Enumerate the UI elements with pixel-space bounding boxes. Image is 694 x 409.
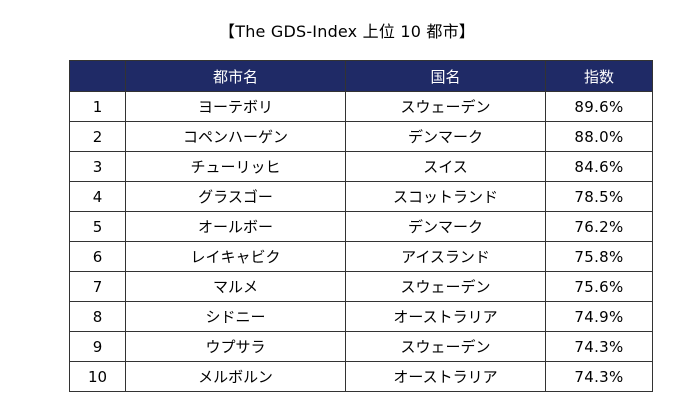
table-row: 6 レイキャビク アイスランド 75.8% [69,241,653,272]
cell-score: 74.3% [545,361,653,392]
cell-country: スウェーデン [345,271,546,302]
cell-country: スウェーデン [345,91,546,122]
header-city: 都市名 [125,60,346,92]
cell-rank: 9 [69,331,126,362]
header-country: 国名 [345,60,546,92]
cell-country: アイスランド [345,241,546,272]
cell-city: コペンハーゲン [125,121,346,152]
cell-country: デンマーク [345,121,546,152]
cell-rank: 10 [69,361,126,392]
table-row: 9 ウプサラ スウェーデン 74.3% [69,331,653,362]
cell-city: シドニー [125,301,346,332]
cell-score: 75.8% [545,241,653,272]
cell-country: スウェーデン [345,331,546,362]
cell-score: 76.2% [545,211,653,242]
cell-score: 78.5% [545,181,653,212]
cell-rank: 8 [69,301,126,332]
cell-score: 74.3% [545,331,653,362]
table-row: 3 チューリッヒ スイス 84.6% [69,151,653,182]
table-row: 8 シドニー オーストラリア 74.9% [69,301,653,332]
cell-city: ヨーテボリ [125,91,346,122]
cell-country: デンマーク [345,211,546,242]
table-row: 1 ヨーテボリ スウェーデン 89.6% [69,91,653,122]
cell-score: 84.6% [545,151,653,182]
table-row: 5 オールボー デンマーク 76.2% [69,211,653,242]
table-row: 7 マルメ スウェーデン 75.6% [69,271,653,302]
cell-country: オーストラリア [345,361,546,392]
cell-rank: 7 [69,271,126,302]
cell-city: グラスゴー [125,181,346,212]
cell-city: チューリッヒ [125,151,346,182]
cell-country: スイス [345,151,546,182]
cell-rank: 1 [69,91,126,122]
page-title: 【The GDS-Index 上位 10 都市】 [219,22,475,41]
cell-city: メルボルン [125,361,346,392]
cell-city: ウプサラ [125,331,346,362]
cell-city: レイキャビク [125,241,346,272]
cell-score: 89.6% [545,91,653,122]
cell-rank: 5 [69,211,126,242]
cell-score: 75.6% [545,271,653,302]
header-rank [69,60,126,92]
ranking-table: 都市名 国名 指数 1 ヨーテボリ スウェーデン 89.6% 2 コペンハーゲン… [69,60,653,392]
table-row: 10 メルボルン オーストラリア 74.3% [69,361,653,392]
cell-rank: 2 [69,121,126,152]
cell-country: スコットランド [345,181,546,212]
table-row: 2 コペンハーゲン デンマーク 88.0% [69,121,653,152]
table-header-row: 都市名 国名 指数 [69,60,653,92]
cell-rank: 6 [69,241,126,272]
cell-country: オーストラリア [345,301,546,332]
header-score: 指数 [545,60,653,92]
cell-score: 74.9% [545,301,653,332]
cell-city: マルメ [125,271,346,302]
cell-rank: 3 [69,151,126,182]
cell-rank: 4 [69,181,126,212]
table-row: 4 グラスゴー スコットランド 78.5% [69,181,653,212]
cell-score: 88.0% [545,121,653,152]
cell-city: オールボー [125,211,346,242]
